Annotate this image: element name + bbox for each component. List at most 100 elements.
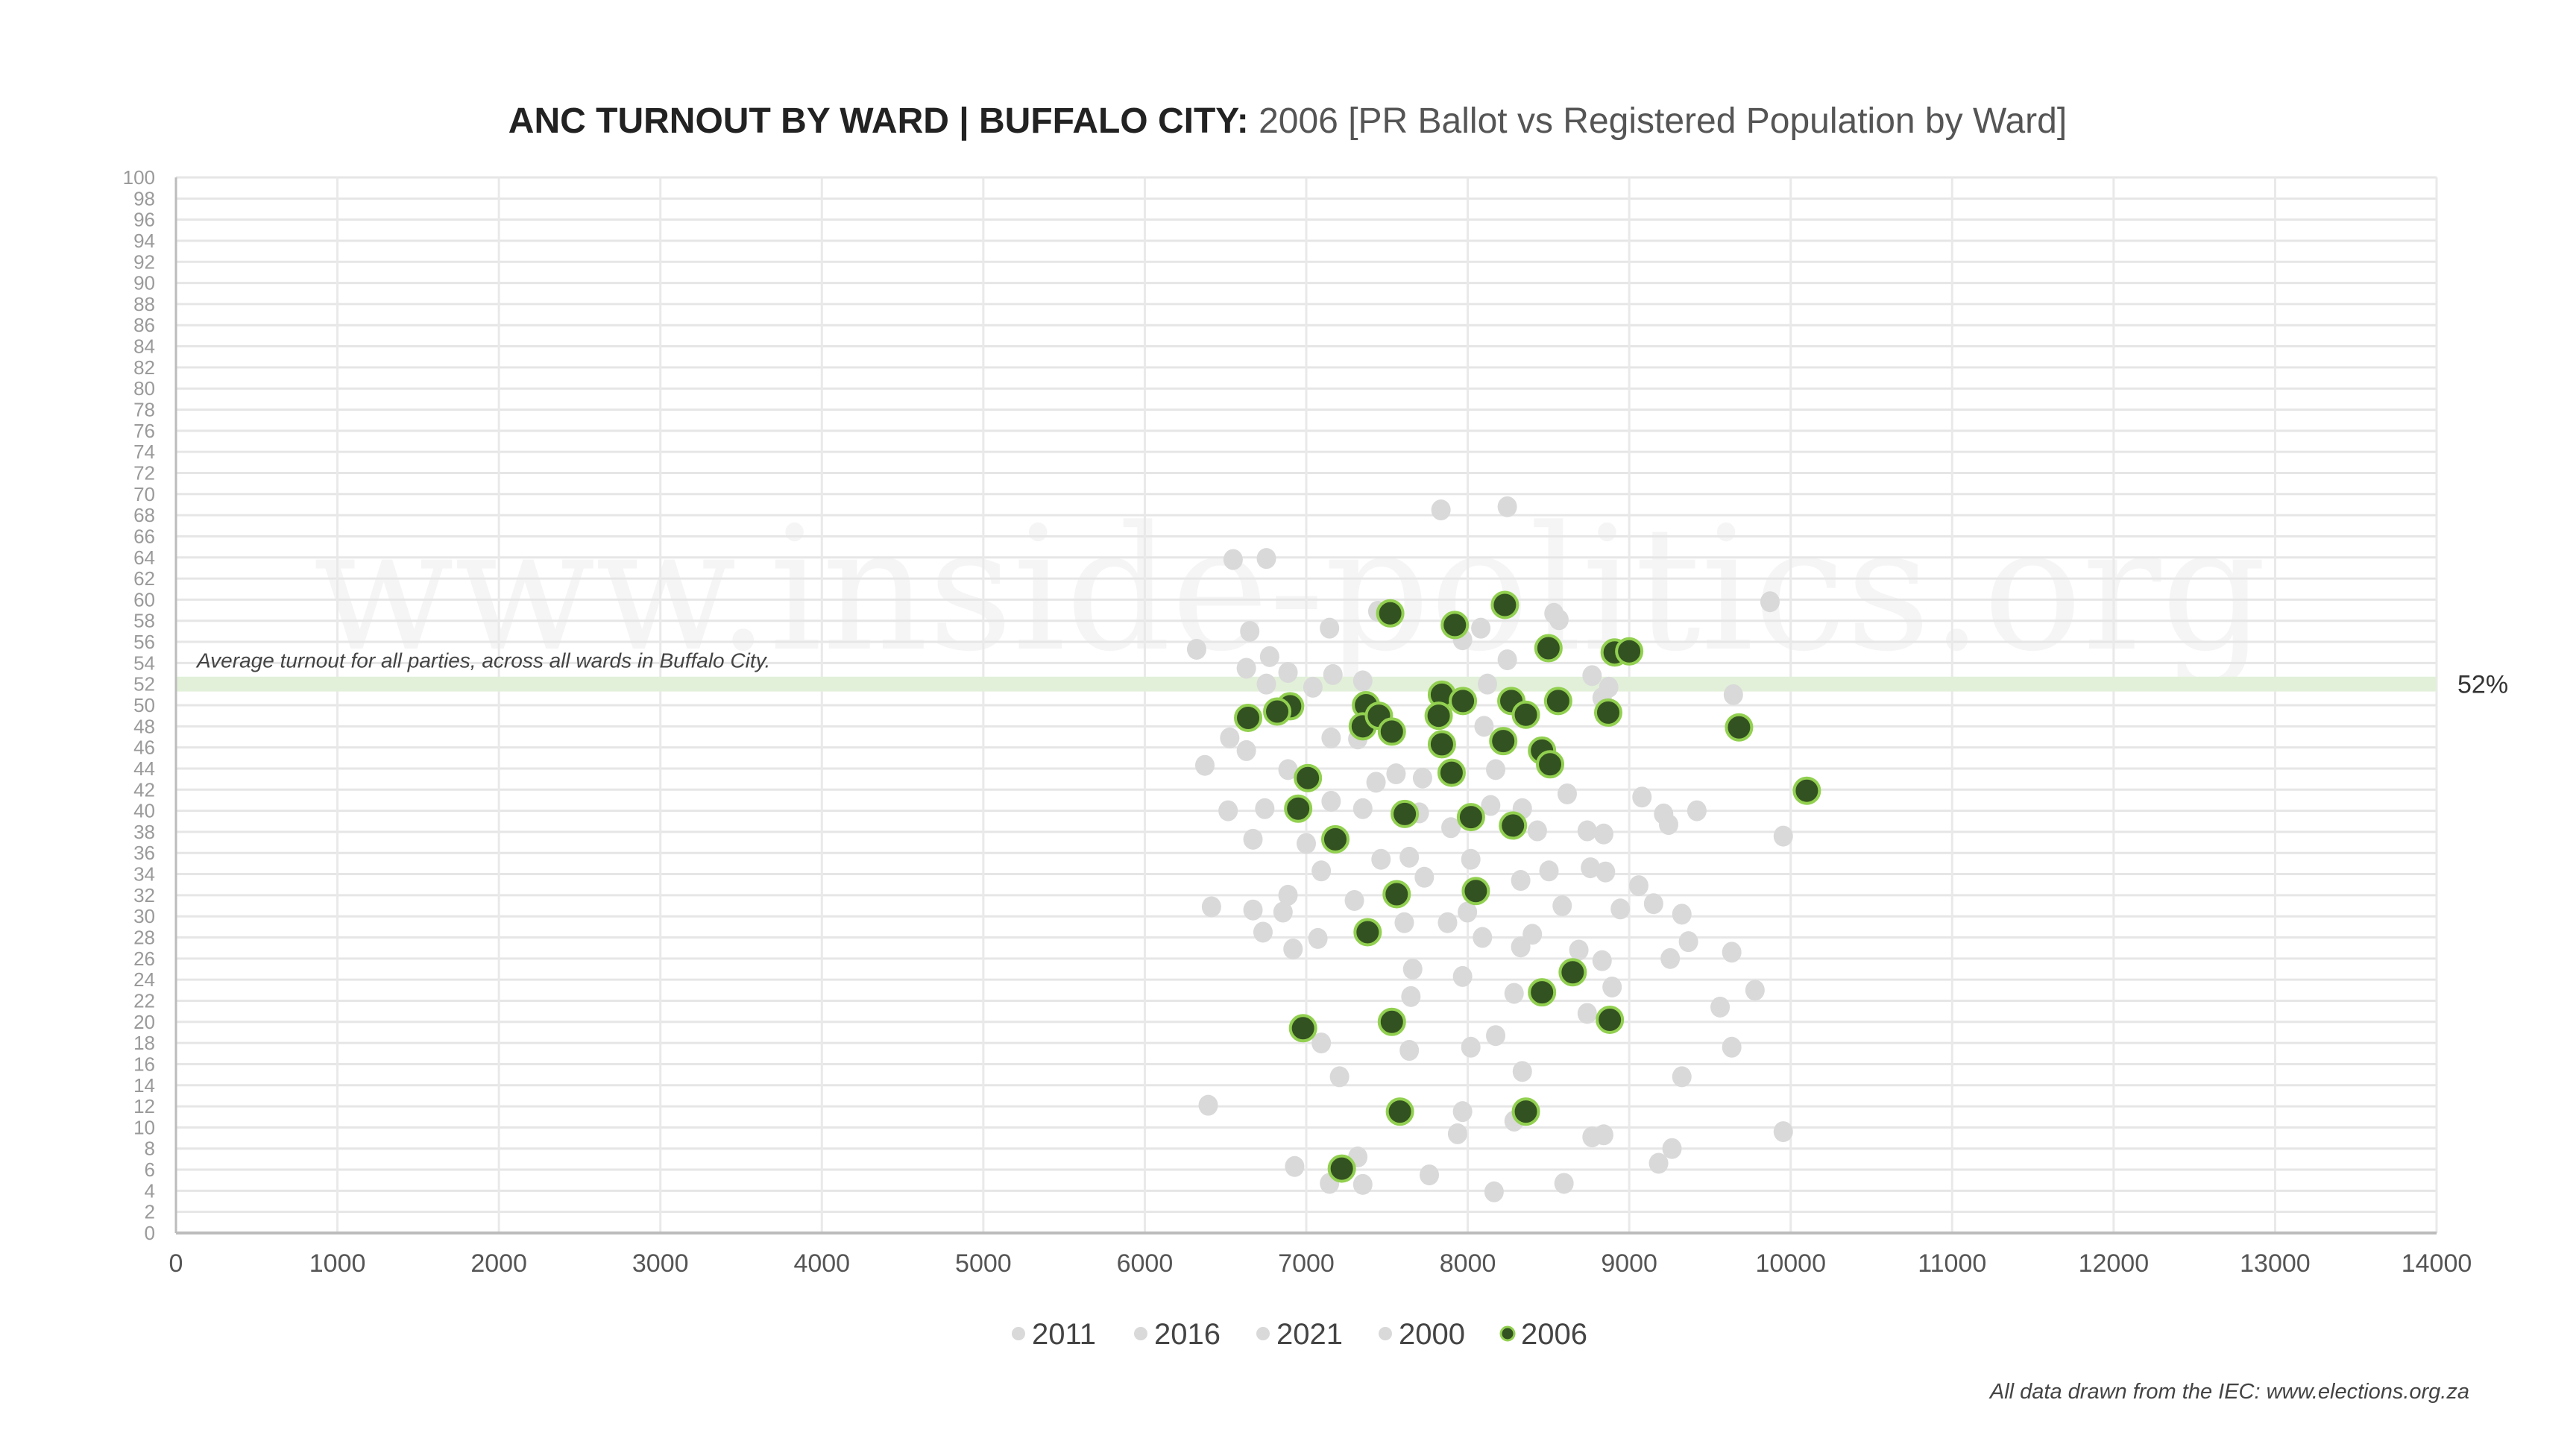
y-tick-label: 80 [133, 377, 155, 400]
y-tick-label: 90 [133, 272, 155, 294]
other-year-point [1473, 927, 1493, 948]
x-tick-label: 0 [169, 1249, 183, 1278]
other-year-point [1554, 1173, 1574, 1194]
other-year-point [1420, 1164, 1440, 1186]
other-year-point [1256, 673, 1276, 695]
other-year-point [1452, 965, 1473, 987]
y-tick-label: 12 [133, 1095, 155, 1117]
other-year-point [1552, 895, 1572, 917]
other-year-point [1687, 800, 1707, 822]
other-year-point [1414, 866, 1435, 888]
other-year-point [1628, 875, 1648, 897]
y-tick-label: 52 [133, 673, 155, 696]
other-year-point [1223, 549, 1243, 570]
legend-marker [1256, 1327, 1270, 1340]
other-year-point [1486, 759, 1506, 781]
other-year-point [1592, 950, 1612, 971]
x-tick-label: 10000 [1755, 1249, 1826, 1278]
other-year-point [1497, 649, 1517, 671]
average-value-label: 52% [2457, 671, 2508, 699]
other-year-point [1401, 986, 1421, 1007]
y-tick-label: 72 [133, 461, 155, 484]
point-2006 [1499, 811, 1528, 840]
y-tick-label: 56 [133, 631, 155, 653]
x-tick-label: 6000 [1117, 1249, 1174, 1278]
y-tick-label: 34 [133, 863, 155, 886]
point-2006 [1490, 590, 1520, 619]
legend-label: 2011 [1032, 1318, 1096, 1351]
point-2006 [1534, 634, 1563, 663]
y-tick-label: 28 [133, 927, 155, 949]
point-2006 [1596, 1005, 1625, 1034]
other-year-point [1577, 820, 1597, 842]
other-year-point [1283, 939, 1303, 960]
other-year-point [1320, 617, 1340, 639]
axes: 0246810121416182022242628303234363840424… [123, 166, 2472, 1278]
other-year-point [1399, 1040, 1420, 1062]
other-year-point [1672, 904, 1692, 925]
y-tick-label: 92 [133, 250, 155, 273]
other-year-point [1486, 1025, 1506, 1047]
point-2006 [1543, 687, 1572, 716]
other-year-point [1760, 591, 1780, 613]
x-tick-label: 1000 [309, 1249, 366, 1278]
y-tick-label: 8 [145, 1138, 155, 1160]
point-2006 [1376, 599, 1405, 628]
chart-title: ANC TURNOUT BY WARD | BUFFALO CITY: 2006… [508, 101, 2067, 141]
y-tick-label: 38 [133, 821, 155, 843]
other-year-point [1710, 996, 1731, 1018]
other-year-point [1484, 1181, 1504, 1202]
other-year-point [1352, 1173, 1373, 1195]
other-year-point [1773, 1121, 1793, 1143]
other-year-point [1511, 936, 1531, 958]
other-year-point [1643, 893, 1663, 915]
y-tick-label: 30 [133, 905, 155, 927]
y-tick-label: 10 [133, 1116, 155, 1138]
other-year-point [1447, 1123, 1467, 1144]
y-tick-label: 68 [133, 504, 155, 526]
other-year-point [1344, 889, 1364, 911]
other-year-point [1610, 898, 1631, 920]
other-year-point [1658, 814, 1678, 836]
legend-label: 2021 [1276, 1318, 1343, 1351]
series-2006-points [1234, 590, 1821, 1183]
y-tick-label: 22 [133, 989, 155, 1012]
other-year-point [1511, 870, 1531, 892]
other-year-point [1236, 657, 1256, 679]
y-tick-label: 2 [145, 1201, 155, 1223]
other-year-point [1308, 927, 1328, 949]
other-year-point [1303, 676, 1323, 698]
footer-source: All data drawn from the IEC: www.electio… [1988, 1380, 2469, 1404]
y-tick-label: 54 [133, 652, 155, 674]
other-year-point [1273, 901, 1293, 923]
y-tick-label: 46 [133, 737, 155, 759]
other-year-point [1481, 795, 1501, 816]
other-year-point [1285, 1155, 1305, 1177]
other-year-point [1471, 617, 1491, 639]
other-year-point [1352, 798, 1373, 819]
other-year-point [1243, 828, 1263, 850]
y-tick-label: 96 [133, 209, 155, 231]
x-tick-label: 13000 [2240, 1249, 2311, 1278]
legend: 2011 2016 2021 2000 2006 [1012, 1318, 1587, 1351]
other-year-point [1512, 1061, 1532, 1082]
point-2006 [1424, 701, 1453, 731]
other-year-point [1722, 942, 1742, 963]
legend-marker [1379, 1327, 1392, 1340]
other-year-point [1441, 817, 1461, 839]
other-year-point [1236, 740, 1256, 761]
other-year-point [1452, 1101, 1473, 1123]
point-2006 [1391, 799, 1420, 828]
other-year-point [1458, 901, 1478, 923]
y-tick-label: 86 [133, 314, 155, 336]
other-years-points [1186, 496, 1793, 1202]
other-year-point [1461, 1036, 1481, 1058]
other-year-point [1632, 786, 1652, 808]
point-2006 [1489, 727, 1518, 756]
point-2006 [1320, 824, 1350, 854]
y-tick-label: 94 [133, 230, 155, 252]
other-year-point [1648, 1152, 1669, 1174]
y-tick-label: 98 [133, 187, 155, 209]
other-year-point [1593, 823, 1613, 845]
y-tick-label: 32 [133, 884, 155, 906]
